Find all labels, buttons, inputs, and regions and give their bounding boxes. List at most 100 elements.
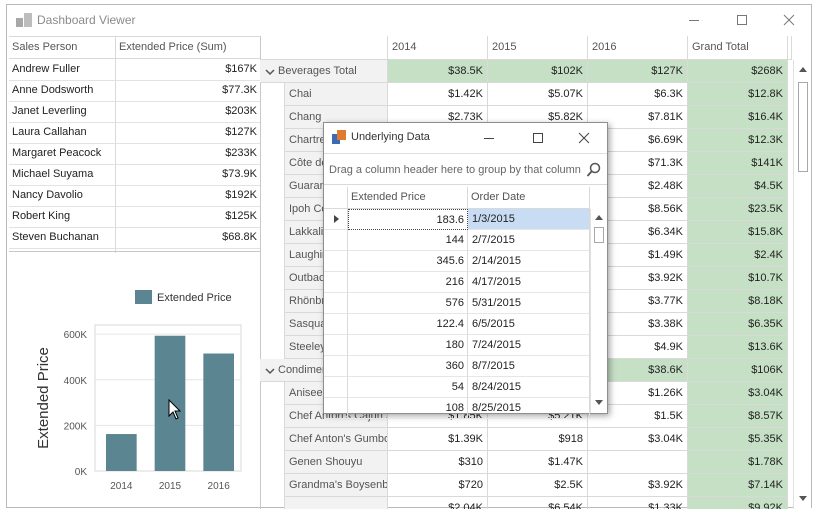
extended-price-cell[interactable]: 345.6 bbox=[348, 251, 468, 272]
extended-price-cell[interactable]: 183.6 bbox=[348, 209, 468, 230]
pivot-cell[interactable]: $4.9K bbox=[588, 336, 688, 359]
pivot-cell[interactable]: $310 bbox=[388, 451, 488, 474]
pivot-cell[interactable]: $8.18K bbox=[688, 290, 788, 313]
pivot-cell[interactable]: $6.34K bbox=[588, 221, 688, 244]
pivot-cell[interactable]: $16.4K bbox=[688, 106, 788, 129]
extended-price-cell[interactable]: 360 bbox=[348, 356, 468, 377]
pivot-cell[interactable]: $23.5K bbox=[688, 198, 788, 221]
pivot-cell[interactable]: $12.3K bbox=[688, 129, 788, 152]
scroll-down-icon[interactable] bbox=[795, 493, 811, 505]
extended-price-cell[interactable]: 54 bbox=[348, 377, 468, 398]
pivot-cell[interactable]: $1.5K bbox=[588, 405, 688, 428]
pivot-cell[interactable]: $9.92K bbox=[688, 497, 788, 509]
extended-price-cell[interactable]: 216 bbox=[348, 272, 468, 293]
table-row[interactable]: Robert King $125K bbox=[9, 207, 261, 228]
pivot-cell[interactable]: $7.14K bbox=[688, 474, 788, 497]
column-header-order-date[interactable]: Order Date bbox=[468, 187, 590, 209]
pivot-cell[interactable]: $6.54K bbox=[488, 497, 588, 509]
pivot-cell[interactable]: $3.04K bbox=[588, 428, 688, 451]
row-indicator[interactable] bbox=[324, 230, 348, 251]
pivot-cell[interactable]: $127K bbox=[588, 60, 688, 83]
pivot-row-header[interactable]: Grandma's Boysenberry Spread bbox=[285, 474, 388, 497]
table-row[interactable]: Margaret Peacock $233K bbox=[9, 144, 261, 165]
dialog-maximize-button[interactable] bbox=[527, 128, 549, 148]
close-button[interactable] bbox=[778, 10, 800, 30]
pivot-cell[interactable]: $1.33K bbox=[588, 497, 688, 509]
table-row[interactable]: Nancy Davolio $192K bbox=[9, 186, 261, 207]
chevron-down-icon[interactable] bbox=[265, 67, 275, 77]
row-indicator[interactable] bbox=[324, 251, 348, 272]
pivot-cell[interactable]: $6.3K bbox=[588, 83, 688, 106]
extended-price-cell[interactable]: 144 bbox=[348, 230, 468, 251]
extended-price-cell[interactable]: 122.4 bbox=[348, 314, 468, 335]
row-indicator[interactable] bbox=[324, 377, 348, 398]
pivot-cell[interactable] bbox=[588, 451, 688, 474]
pivot-cell[interactable]: $918 bbox=[488, 428, 588, 451]
dialog-close-button[interactable] bbox=[573, 128, 595, 148]
row-indicator[interactable] bbox=[324, 398, 348, 419]
pivot-cell[interactable]: $141K bbox=[688, 152, 788, 175]
pivot-cell[interactable]: $38.5K bbox=[388, 60, 488, 83]
minimize-button[interactable] bbox=[683, 10, 705, 30]
pivot-row-header[interactable] bbox=[285, 497, 388, 509]
pivot-cell[interactable]: $1.49K bbox=[588, 244, 688, 267]
row-indicator[interactable] bbox=[324, 272, 348, 293]
table-row[interactable]: 345.6 2/14/2015 bbox=[324, 251, 590, 272]
pivot-cell[interactable]: $71.3K bbox=[588, 152, 688, 175]
pivot-cell[interactable]: $5.35K bbox=[688, 428, 788, 451]
pivot-column-header[interactable]: 2016 bbox=[588, 36, 688, 60]
pivot-cell[interactable]: $4.5K bbox=[688, 175, 788, 198]
column-header-extended-price[interactable]: Extended Price bbox=[348, 187, 468, 209]
order-date-cell[interactable]: 4/17/2015 bbox=[468, 272, 590, 293]
dialog-minimize-button[interactable] bbox=[478, 128, 500, 148]
row-indicator[interactable] bbox=[324, 335, 348, 356]
table-row[interactable]: 108 8/25/2015 bbox=[324, 398, 590, 419]
pivot-cell[interactable]: $102K bbox=[488, 60, 588, 83]
scrollbar-thumb[interactable] bbox=[798, 82, 808, 172]
order-date-cell[interactable]: 2/7/2015 bbox=[468, 230, 590, 251]
order-date-cell[interactable]: 8/24/2015 bbox=[468, 377, 590, 398]
extended-price-cell[interactable]: 180 bbox=[348, 335, 468, 356]
table-row[interactable]: 122.4 6/5/2015 bbox=[324, 314, 590, 335]
pivot-cell[interactable]: $6.69K bbox=[588, 129, 688, 152]
group-by-panel[interactable]: Drag a column header here to group by th… bbox=[324, 153, 607, 185]
pivot-cell[interactable]: $1.78K bbox=[688, 451, 788, 474]
table-row[interactable]: Andrew Fuller $167K bbox=[9, 60, 261, 81]
order-date-cell[interactable]: 5/31/2015 bbox=[468, 293, 590, 314]
pivot-cell[interactable]: $15.8K bbox=[688, 221, 788, 244]
pivot-cell[interactable]: $3.92K bbox=[588, 267, 688, 290]
order-date-cell[interactable]: 8/25/2015 bbox=[468, 398, 590, 419]
table-row[interactable]: Michael Suyama $73.9K bbox=[9, 165, 261, 186]
pivot-cell[interactable]: $2.48K bbox=[588, 175, 688, 198]
pivot-cell[interactable]: $2.04K bbox=[388, 497, 488, 509]
row-indicator[interactable] bbox=[324, 356, 348, 377]
pivot-column-header[interactable]: 2015 bbox=[488, 36, 588, 60]
pane-splitter-vertical[interactable] bbox=[260, 36, 261, 509]
extended-price-cell[interactable]: 576 bbox=[348, 293, 468, 314]
table-row[interactable]: Laura Callahan $127K bbox=[9, 123, 261, 144]
pivot-cell[interactable]: $6.35K bbox=[688, 313, 788, 336]
table-row[interactable]: Anne Dodsworth $77.3K bbox=[9, 81, 261, 102]
pivot-cell[interactable]: $5.07K bbox=[488, 83, 588, 106]
table-row[interactable]: Steven Buchanan $68.8K bbox=[9, 228, 261, 249]
pivot-cell[interactable]: $106K bbox=[688, 359, 788, 382]
pivot-row-header[interactable]: Chef Anton's Gumbo Mix bbox=[285, 428, 388, 451]
table-row[interactable]: 216 4/17/2015 bbox=[324, 272, 590, 293]
pivot-cell[interactable]: $3.77K bbox=[588, 290, 688, 313]
table-row[interactable]: Janet Leverling $203K bbox=[9, 102, 261, 123]
pivot-column-header[interactable]: Grand Total bbox=[688, 36, 788, 60]
pivot-cell[interactable]: $8.57K bbox=[688, 405, 788, 428]
pivot-vertical-scrollbar[interactable] bbox=[793, 60, 811, 509]
table-row[interactable]: 360 8/7/2015 bbox=[324, 356, 590, 377]
order-date-cell[interactable]: 2/14/2015 bbox=[468, 251, 590, 272]
order-date-cell[interactable]: 7/24/2015 bbox=[468, 335, 590, 356]
scroll-up-icon[interactable] bbox=[591, 212, 607, 224]
column-header-extended-price[interactable]: Extended Price (Sum) bbox=[119, 41, 227, 53]
column-header-sales-person[interactable]: Sales Person bbox=[12, 41, 78, 53]
pivot-column-header[interactable]: 2014 bbox=[388, 36, 488, 60]
pivot-cell[interactable]: $268K bbox=[688, 60, 788, 83]
bar-2014[interactable] bbox=[106, 434, 137, 471]
pane-splitter[interactable] bbox=[9, 251, 261, 252]
pivot-cell[interactable]: $10.7K bbox=[688, 267, 788, 290]
scroll-up-icon[interactable] bbox=[795, 64, 811, 76]
